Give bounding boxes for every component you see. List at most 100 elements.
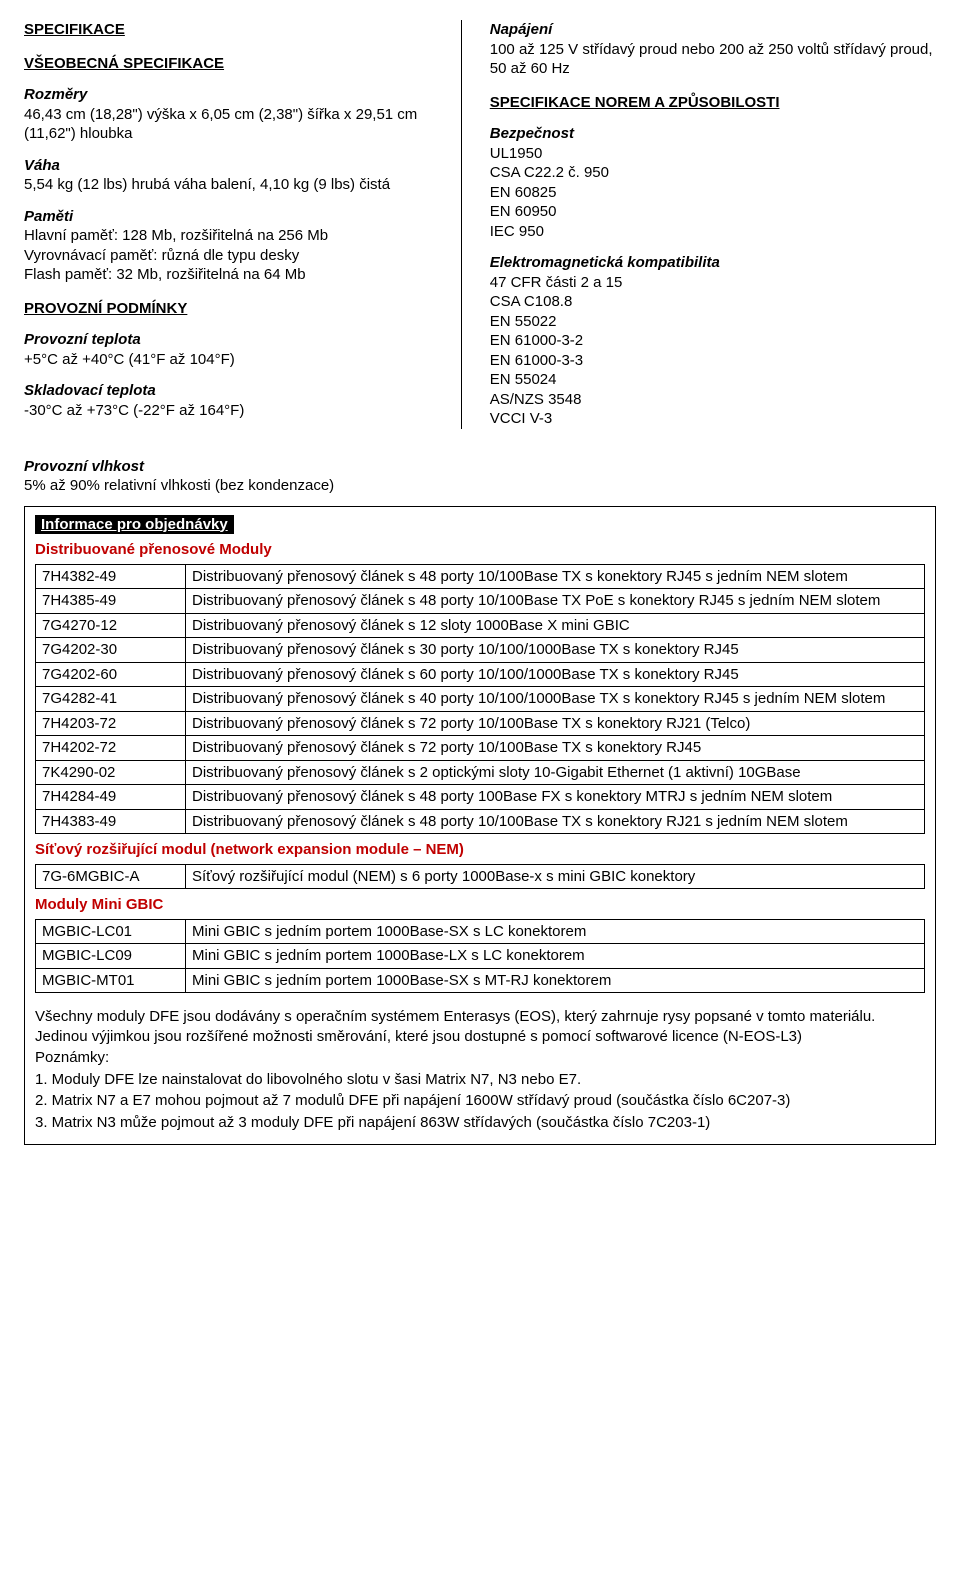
product-code: 7G-6MGBIC-A — [36, 864, 186, 889]
product-code: MGBIC-LC09 — [36, 944, 186, 969]
weight-heading: Váha — [24, 156, 441, 176]
spec-right-column: Napájení 100 až 125 V střídavý proud neb… — [462, 20, 936, 429]
list-item: 47 CFR části 2 a 15 — [490, 273, 936, 293]
product-code: 7G4270-12 — [36, 613, 186, 638]
humidity-block: Provozní vlhkost 5% až 90% relativní vlh… — [24, 457, 936, 496]
list-item: EN 61000-3-2 — [490, 331, 936, 351]
group-3-table: MGBIC-LC01Mini GBIC s jedním portem 1000… — [35, 919, 925, 994]
dimensions-value: 46,43 cm (18,28") výška x 6,05 cm (2,38"… — [24, 105, 441, 144]
list-item: EN 55022 — [490, 312, 936, 332]
memory-heading: Paměti — [24, 207, 441, 227]
humidity-heading: Provozní vlhkost — [24, 457, 936, 477]
table-row: MGBIC-LC01Mini GBIC s jedním portem 1000… — [36, 919, 925, 944]
emc-list: 47 CFR části 2 a 15CSA C108.8EN 55022EN … — [490, 273, 936, 429]
product-code: 7H4383-49 — [36, 809, 186, 834]
group-3-heading: Moduly Mini GBIC — [35, 895, 925, 915]
product-code: 7G4282-41 — [36, 687, 186, 712]
list-item: EN 60825 — [490, 183, 936, 203]
general-spec-title: VŠEOBECNÁ SPECIFIKACE — [24, 54, 441, 74]
table-row: 7K4290-02Distribuovaný přenosový článek … — [36, 760, 925, 785]
operating-conditions-title: PROVOZNÍ PODMÍNKY — [24, 299, 441, 319]
dimensions-heading: Rozměry — [24, 85, 441, 105]
group-2-table: 7G-6MGBIC-ASíťový rozšiřující modul (NEM… — [35, 864, 925, 890]
power-value: 100 až 125 V střídavý proud nebo 200 až … — [490, 40, 936, 79]
notes-heading: Poznámky: — [35, 1048, 925, 1068]
list-item: VCCI V-3 — [490, 409, 936, 429]
table-row: 7G-6MGBIC-ASíťový rozšiřující modul (NEM… — [36, 864, 925, 889]
operating-temp-heading: Provozní teplota — [24, 330, 441, 350]
product-description: Síťový rozšiřující modul (NEM) s 6 porty… — [186, 864, 925, 889]
product-code: 7G4202-30 — [36, 638, 186, 663]
table-row: 7H4385-49Distribuovaný přenosový článek … — [36, 589, 925, 614]
footer-text: Všechny moduly DFE jsou dodávány s opera… — [35, 1007, 925, 1132]
safety-list: UL1950CSA C22.2 č. 950EN 60825EN 60950IE… — [490, 144, 936, 242]
notes-list: 1. Moduly DFE lze nainstalovat do libovo… — [35, 1070, 925, 1133]
table-row: 7G4270-12Distribuovaný přenosový článek … — [36, 613, 925, 638]
product-description: Distribuovaný přenosový článek s 30 port… — [186, 638, 925, 663]
product-description: Distribuovaný přenosový článek s 40 port… — [186, 687, 925, 712]
emc-heading: Elektromagnetická kompatibilita — [490, 253, 936, 273]
list-item: UL1950 — [490, 144, 936, 164]
table-row: 7G4282-41Distribuovaný přenosový článek … — [36, 687, 925, 712]
table-row: 7H4203-72Distribuovaný přenosový článek … — [36, 711, 925, 736]
operating-temp-value: +5°C až +40°C (41°F až 104°F) — [24, 350, 441, 370]
table-row: 7H4202-72Distribuovaný přenosový článek … — [36, 736, 925, 761]
power-heading: Napájení — [490, 20, 936, 40]
product-code: MGBIC-LC01 — [36, 919, 186, 944]
product-code: 7H4202-72 — [36, 736, 186, 761]
product-code: 7H4284-49 — [36, 785, 186, 810]
product-code: 7K4290-02 — [36, 760, 186, 785]
memory-line-3: Flash paměť: 32 Mb, rozšiřitelná na 64 M… — [24, 265, 441, 285]
list-item: IEC 950 — [490, 222, 936, 242]
weight-value: 5,54 kg (12 lbs) hrubá váha balení, 4,10… — [24, 175, 441, 195]
product-description: Distribuovaný přenosový článek s 60 port… — [186, 662, 925, 687]
group-1-heading: Distribuované přenosové Moduly — [35, 540, 925, 560]
product-description: Distribuovaný přenosový článek s 12 slot… — [186, 613, 925, 638]
product-description: Distribuovaný přenosový článek s 48 port… — [186, 785, 925, 810]
table-row: 7G4202-60Distribuovaný přenosový článek … — [36, 662, 925, 687]
storage-temp-value: -30°C až +73°C (-22°F až 164°F) — [24, 401, 441, 421]
list-item: CSA C108.8 — [490, 292, 936, 312]
product-description: Distribuovaný přenosový článek s 72 port… — [186, 711, 925, 736]
product-code: 7H4203-72 — [36, 711, 186, 736]
product-description: Distribuovaný přenosový článek s 48 port… — [186, 564, 925, 589]
humidity-value: 5% až 90% relativní vlhkosti (bez konden… — [24, 476, 936, 496]
list-item: EN 55024 — [490, 370, 936, 390]
list-item: 1. Moduly DFE lze nainstalovat do libovo… — [35, 1070, 925, 1090]
list-item: EN 61000-3-3 — [490, 351, 936, 371]
table-row: 7H4284-49Distribuovaný přenosový článek … — [36, 785, 925, 810]
list-item: CSA C22.2 č. 950 — [490, 163, 936, 183]
product-description: Distribuovaný přenosový článek s 72 port… — [186, 736, 925, 761]
product-description: Mini GBIC s jedním portem 1000Base-SX s … — [186, 919, 925, 944]
spec-columns: SPECIFIKACE VŠEOBECNÁ SPECIFIKACE Rozměr… — [24, 20, 936, 429]
product-code: MGBIC-MT01 — [36, 968, 186, 993]
spec-left-column: SPECIFIKACE VŠEOBECNÁ SPECIFIKACE Rozměr… — [24, 20, 462, 429]
product-code: 7H4382-49 — [36, 564, 186, 589]
spec-title: SPECIFIKACE — [24, 20, 441, 40]
group-1-table: 7H4382-49Distribuovaný přenosový článek … — [35, 564, 925, 835]
table-row: MGBIC-LC09Mini GBIC s jedním portem 1000… — [36, 944, 925, 969]
product-description: Mini GBIC s jedním portem 1000Base-LX s … — [186, 944, 925, 969]
storage-temp-heading: Skladovací teplota — [24, 381, 441, 401]
table-row: MGBIC-MT01Mini GBIC s jedním portem 1000… — [36, 968, 925, 993]
list-item: 2. Matrix N7 a E7 mohou pojmout až 7 mod… — [35, 1091, 925, 1111]
memory-line-2: Vyrovnávací paměť: různá dle typu desky — [24, 246, 441, 266]
product-description: Distribuovaný přenosový článek s 2 optic… — [186, 760, 925, 785]
footer-paragraph: Všechny moduly DFE jsou dodávány s opera… — [35, 1007, 925, 1046]
product-description: Mini GBIC s jedním portem 1000Base-SX s … — [186, 968, 925, 993]
group-2-heading: Síťový rozšiřující modul (network expans… — [35, 840, 925, 860]
ordering-info-title: Informace pro objednávky — [35, 515, 234, 534]
product-description: Distribuovaný přenosový článek s 48 port… — [186, 809, 925, 834]
table-row: 7H4382-49Distribuovaný přenosový článek … — [36, 564, 925, 589]
ordering-info-box: Informace pro objednávky Distribuované p… — [24, 506, 936, 1146]
list-item: 3. Matrix N3 může pojmout až 3 moduly DF… — [35, 1113, 925, 1133]
memory-line-1: Hlavní paměť: 128 Mb, rozšiřitelná na 25… — [24, 226, 441, 246]
safety-heading: Bezpečnost — [490, 124, 936, 144]
product-description: Distribuovaný přenosový článek s 48 port… — [186, 589, 925, 614]
table-row: 7H4383-49Distribuovaný přenosový článek … — [36, 809, 925, 834]
product-code: 7G4202-60 — [36, 662, 186, 687]
product-code: 7H4385-49 — [36, 589, 186, 614]
list-item: AS/NZS 3548 — [490, 390, 936, 410]
norms-title: SPECIFIKACE NOREM A ZPŮSOBILOSTI — [490, 93, 936, 113]
table-row: 7G4202-30Distribuovaný přenosový článek … — [36, 638, 925, 663]
